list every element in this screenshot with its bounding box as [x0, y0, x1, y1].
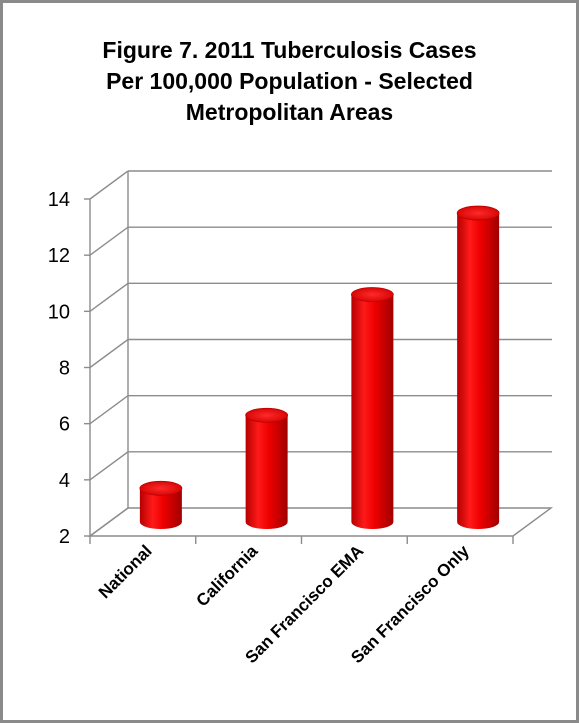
gridline-side-10: [89, 282, 129, 312]
gridline-side-12: [89, 226, 129, 256]
axes: [84, 171, 554, 544]
bar-body: [139, 488, 182, 529]
gridline-side-6: [89, 395, 129, 425]
x-tick-label: San Francisco EMA: [242, 541, 368, 667]
chart-title-line-2: Per 100,000 Population - Selected: [106, 68, 473, 94]
gridline-side-4: [89, 451, 129, 481]
bar-top: [456, 205, 500, 221]
y-tick-label: 12: [48, 245, 70, 267]
bar-3: [456, 205, 500, 530]
bar-2: [350, 287, 394, 529]
gridline-side-14: [89, 170, 129, 200]
y-tick-label: 10: [48, 301, 70, 323]
x-tick-label: National: [95, 541, 156, 602]
bar-top: [350, 287, 394, 302]
bar-0: [139, 480, 183, 529]
y-tick-label: 14: [48, 189, 70, 211]
chart-floor: [87, 507, 554, 537]
bars: [139, 205, 500, 530]
x-tick-label: San Francisco Only: [347, 541, 473, 667]
chart-title-line-3: Metropolitan Areas: [185, 99, 394, 125]
gridline-side-8: [89, 338, 129, 369]
y-tick-labels: 2 4 6 8 10 12 14: [48, 189, 70, 548]
bar-top: [139, 480, 183, 496]
bar-1: [245, 407, 289, 529]
bar-body: [351, 294, 394, 529]
bar-body: [457, 213, 500, 530]
y-tick-label: 8: [59, 358, 70, 380]
chart-title: Figure 7. 2011 Tuberculosis Cases Per 10…: [3, 35, 576, 128]
y-tick-label: 6: [59, 414, 70, 436]
chart-title-line-1: Figure 7. 2011 Tuberculosis Cases: [102, 37, 477, 63]
x-tick-label: California: [193, 541, 262, 610]
y-tick-label: 2: [59, 526, 70, 548]
bar-body: [245, 415, 288, 529]
y-tick-label: 4: [59, 470, 70, 492]
bar-top: [245, 407, 289, 423]
